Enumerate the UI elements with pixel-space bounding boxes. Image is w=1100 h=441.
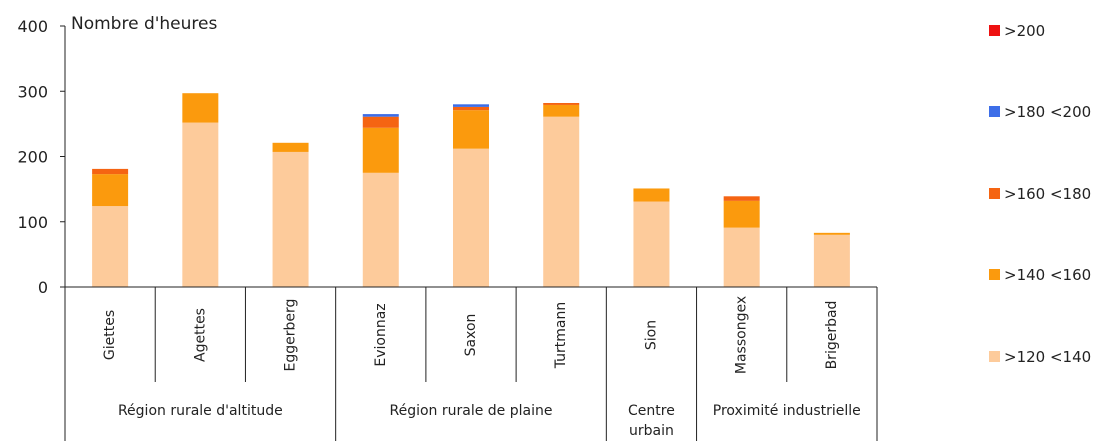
- bar-segment: [92, 168, 129, 175]
- bar-segment: [813, 232, 850, 235]
- bar-segment: [813, 234, 850, 287]
- group-label-line: Proximité industrielle: [713, 403, 861, 419]
- legend-swatch: [989, 188, 1000, 199]
- bar-segment: [453, 148, 489, 287]
- category-label: Sion: [643, 320, 659, 350]
- legend-label: >160 <180: [1004, 185, 1091, 203]
- legend-swatch: [989, 269, 1000, 280]
- bar-segment: [633, 201, 670, 287]
- bar-segment: [543, 116, 580, 287]
- legend-label: >200: [1004, 22, 1045, 40]
- legend-label: >180 <200: [1004, 103, 1091, 121]
- bar-segment: [633, 188, 670, 202]
- bar-segment: [362, 116, 399, 128]
- legend-swatch: [989, 25, 1000, 36]
- group-label-line: Région rurale de plaine: [390, 403, 553, 419]
- bar-segment: [362, 127, 399, 173]
- group-label-line: Région rurale d'altitude: [118, 403, 283, 419]
- category-label: Massongex: [734, 296, 750, 374]
- legend-swatch: [989, 106, 1000, 117]
- category-label: Saxon: [463, 314, 479, 357]
- bar-segment: [723, 227, 760, 287]
- bar-segment: [543, 104, 580, 117]
- y-tick-label: 400: [17, 17, 48, 36]
- group-label: Région rurale d'altitude: [118, 403, 283, 419]
- bar-segment: [723, 200, 760, 228]
- legend-label: >140 <160: [1004, 266, 1091, 284]
- bar-segment: [272, 142, 309, 152]
- legend-label: >120 <140: [1004, 348, 1091, 366]
- category-label: Turtmann: [553, 302, 569, 370]
- y-tick-label: 200: [17, 148, 48, 167]
- group-label: Proximité industrielle: [713, 403, 861, 419]
- bar-segment: [92, 174, 129, 207]
- x-axis: Giettes Agettes Eggerberg Evionnaz Saxon Turt…: [64, 286, 878, 441]
- bar-segment: [182, 122, 219, 287]
- bar-segment: [453, 104, 489, 107]
- bar-segment: [723, 196, 760, 201]
- bar-segment: [362, 114, 399, 117]
- bar-segment: [92, 206, 129, 287]
- group-label: Région rurale de plaine: [390, 403, 553, 419]
- category-label: Giettes: [102, 310, 118, 360]
- y-axis: 0 100 200 300 400: [17, 17, 66, 297]
- y-tick-label: 300: [17, 82, 48, 101]
- y-axis-label: Nombre d'heures: [71, 14, 217, 34]
- y-tick-label: 0: [38, 278, 48, 297]
- y-tick-label: 100: [17, 213, 48, 232]
- bar-segment: [272, 151, 309, 287]
- category-label: Eggerberg: [283, 299, 299, 372]
- category-label: Evionnaz: [373, 303, 389, 366]
- group-label-line: urbain: [629, 423, 674, 439]
- bar-segment: [453, 106, 489, 111]
- bar-segment: [543, 102, 580, 105]
- bar-segment: [453, 110, 489, 149]
- bar-segment: [362, 172, 399, 287]
- bar-segment: [182, 93, 219, 123]
- legend: >200 >180 <200 >160 <180 >140 <160 >120 <140: [989, 22, 1091, 366]
- group-label-line: Centre: [628, 403, 675, 419]
- category-label: Brigerbad: [824, 301, 840, 370]
- bars: [92, 93, 850, 287]
- category-label: Agettes: [192, 308, 208, 362]
- legend-swatch: [989, 351, 1000, 362]
- group-label: Centre urbain: [628, 403, 675, 439]
